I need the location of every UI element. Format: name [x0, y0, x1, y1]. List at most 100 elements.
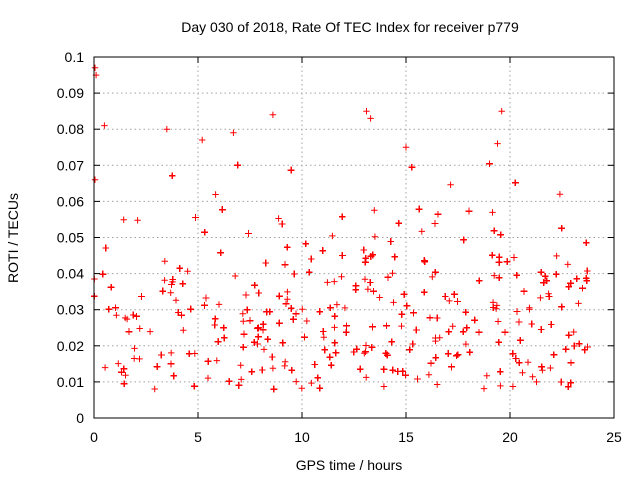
y-tick-label: 0.07	[57, 157, 84, 173]
data-point	[480, 385, 488, 392]
data-point	[306, 269, 313, 276]
data-point	[538, 326, 545, 333]
data-point	[118, 369, 125, 376]
data-point	[556, 191, 564, 198]
data-point	[217, 249, 224, 256]
data-point	[339, 213, 346, 220]
data-point	[543, 277, 550, 284]
data-point	[254, 340, 261, 348]
data-point	[101, 364, 109, 371]
data-point	[391, 253, 398, 261]
data-point	[331, 324, 338, 331]
y-tick-label: 0.05	[57, 230, 84, 246]
data-point	[512, 355, 520, 362]
data-point	[167, 360, 175, 368]
data-point	[158, 351, 165, 359]
data-point	[115, 360, 122, 367]
data-point	[360, 246, 367, 254]
data-point	[584, 343, 591, 351]
data-point	[219, 206, 226, 213]
data-point	[476, 277, 483, 284]
data-point	[184, 268, 191, 275]
data-point	[276, 319, 283, 327]
data-point	[565, 331, 573, 339]
data-point	[389, 270, 396, 277]
data-point	[259, 326, 267, 334]
data-point	[201, 302, 208, 309]
data-point	[328, 362, 335, 369]
data-point	[133, 313, 140, 320]
data-point	[526, 304, 533, 311]
data-point	[466, 349, 473, 356]
data-point	[301, 333, 308, 341]
data-point	[246, 317, 254, 324]
data-point	[497, 382, 504, 390]
data-point	[494, 140, 501, 147]
data-point	[204, 374, 212, 382]
x-tick-label: 10	[294, 429, 310, 445]
data-point	[138, 293, 145, 300]
data-point	[501, 329, 509, 336]
data-point	[418, 228, 425, 235]
data-point	[237, 362, 244, 369]
data-point	[353, 345, 360, 353]
axis-ticks: 0 0.01 0.02 0.03 0.04 0.05 0.06 0.07 0.08 0.09 0.1…	[57, 49, 622, 445]
data-point	[321, 346, 328, 354]
data-point	[255, 333, 262, 340]
data-point	[331, 339, 338, 347]
data-point	[550, 351, 558, 358]
data-point	[238, 376, 245, 383]
data-point	[493, 302, 501, 309]
data-point	[460, 328, 467, 335]
data-point	[172, 297, 180, 304]
data-point	[398, 322, 405, 330]
data-point	[558, 378, 565, 386]
data-point	[529, 373, 536, 380]
data-point	[338, 273, 345, 280]
data-point	[369, 323, 376, 331]
data-point	[570, 328, 577, 336]
data-point	[279, 339, 286, 347]
data-point	[248, 368, 255, 375]
data-point	[225, 378, 233, 385]
data-point	[288, 305, 295, 312]
data-point	[332, 349, 340, 357]
data-point	[547, 364, 554, 372]
data-point	[136, 355, 143, 363]
y-tick-label: 0.06	[57, 193, 84, 209]
data-point	[421, 258, 428, 265]
data-point	[579, 285, 586, 292]
data-point	[364, 286, 372, 293]
data-point	[581, 346, 588, 354]
data-point	[583, 239, 590, 246]
data-point	[211, 321, 218, 329]
data-point	[486, 160, 493, 167]
data-point	[292, 310, 300, 317]
data-point	[167, 289, 174, 296]
data-point	[264, 336, 271, 343]
data-point	[255, 289, 262, 297]
data-point	[584, 267, 591, 275]
data-point	[453, 352, 460, 359]
data-point	[331, 278, 338, 285]
data-point	[327, 304, 334, 311]
data-point	[269, 111, 277, 118]
data-point	[331, 313, 338, 320]
data-point	[319, 247, 326, 254]
data-point	[564, 261, 571, 268]
data-point	[409, 340, 416, 348]
data-point	[186, 350, 193, 357]
data-point	[120, 216, 127, 223]
data-point	[537, 294, 544, 302]
data-point	[425, 371, 433, 378]
data-point	[434, 211, 442, 218]
y-tick-label: 0.03	[57, 302, 84, 318]
data-point	[542, 273, 549, 280]
data-point	[191, 383, 198, 390]
data-point	[341, 304, 349, 312]
data-point	[287, 166, 295, 174]
data-point	[445, 328, 452, 335]
data-point	[220, 324, 227, 331]
data-point	[449, 323, 456, 330]
data-point	[545, 293, 553, 300]
